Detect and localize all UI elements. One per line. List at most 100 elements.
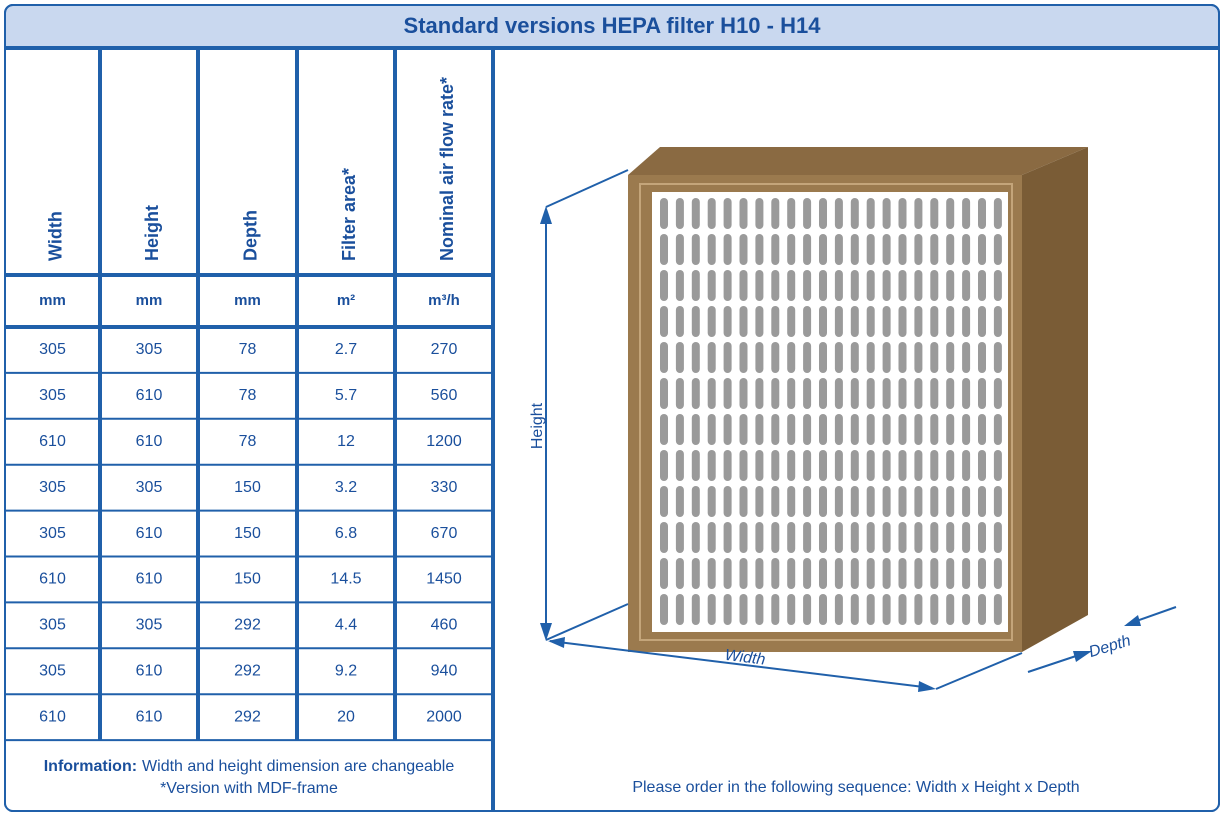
slot [723,486,732,517]
slot [914,378,923,409]
cell: 305 [39,479,66,496]
slot [675,522,684,553]
slot [803,198,812,229]
slot [930,270,939,301]
slot [993,522,1002,553]
slot [930,234,939,265]
slot [723,198,732,229]
cell: 6.8 [335,525,357,542]
slot [675,414,684,445]
slot [850,378,859,409]
slot [691,198,700,229]
slot [660,414,668,445]
cell: 460 [431,617,458,634]
cell: 292 [234,708,261,725]
slot [691,594,700,625]
cell: 9.2 [335,662,357,679]
slot [962,450,971,481]
slot [866,378,875,409]
slot [962,486,971,517]
slot [962,378,971,409]
slot [819,450,827,481]
slot [755,414,764,445]
unit: mm [39,292,66,309]
slot [993,486,1002,517]
slot [771,450,780,481]
slot [834,342,843,373]
slot [803,450,812,481]
slot [787,198,796,229]
cell: 2.7 [335,341,357,358]
slot [723,342,732,373]
slot [803,342,812,373]
slot [755,378,764,409]
cell: 610 [136,662,163,679]
slot [803,522,812,553]
slot [834,306,843,337]
column-header: Width [45,211,65,261]
slot [850,306,859,337]
slot [866,414,875,445]
arrow-head [1073,651,1092,662]
slot [978,234,986,265]
cell: 305 [136,479,163,496]
slot [978,342,986,373]
slot [707,342,716,373]
cell: 14.5 [330,571,361,588]
slot [691,414,700,445]
slot [755,594,764,625]
cell: 610 [39,433,66,450]
filter-top [628,147,1088,175]
cell: 610 [136,433,163,450]
slot [660,198,668,229]
slot [803,558,812,589]
slot [914,486,923,517]
cell: 1200 [426,433,462,450]
slot [707,234,716,265]
slot [914,306,923,337]
slot [882,558,891,589]
cell: 940 [431,662,458,679]
cell: 305 [39,662,66,679]
slot [914,450,923,481]
slot [803,414,812,445]
slot [834,558,843,589]
slot [819,270,827,301]
slot [866,306,875,337]
slot [850,450,859,481]
slot [898,486,907,517]
slot [850,522,859,553]
slot [914,414,923,445]
slot [771,378,780,409]
filter-side [1022,147,1088,652]
slot [803,594,812,625]
slot [882,342,891,373]
information-label: Information: [44,758,137,775]
slot [914,270,923,301]
slot [914,558,923,589]
slot [787,378,796,409]
slot [660,378,668,409]
slot [675,306,684,337]
slot [882,450,891,481]
slot [803,270,812,301]
slot [866,486,875,517]
slot [675,450,684,481]
slot [787,414,796,445]
slot [866,522,875,553]
slot [707,306,716,337]
slot [993,594,1002,625]
cell: 78 [239,433,257,450]
ext-line [545,169,629,208]
slot [787,558,796,589]
slot [962,594,971,625]
slot [978,378,986,409]
information-text: Width and height dimension are changeabl… [142,758,454,775]
cell: 305 [39,341,66,358]
cell: 2000 [426,708,462,725]
slot [993,306,1002,337]
width-arrow [549,640,933,689]
cell: 78 [239,387,257,404]
slot [962,342,971,373]
cell: 150 [234,571,261,588]
